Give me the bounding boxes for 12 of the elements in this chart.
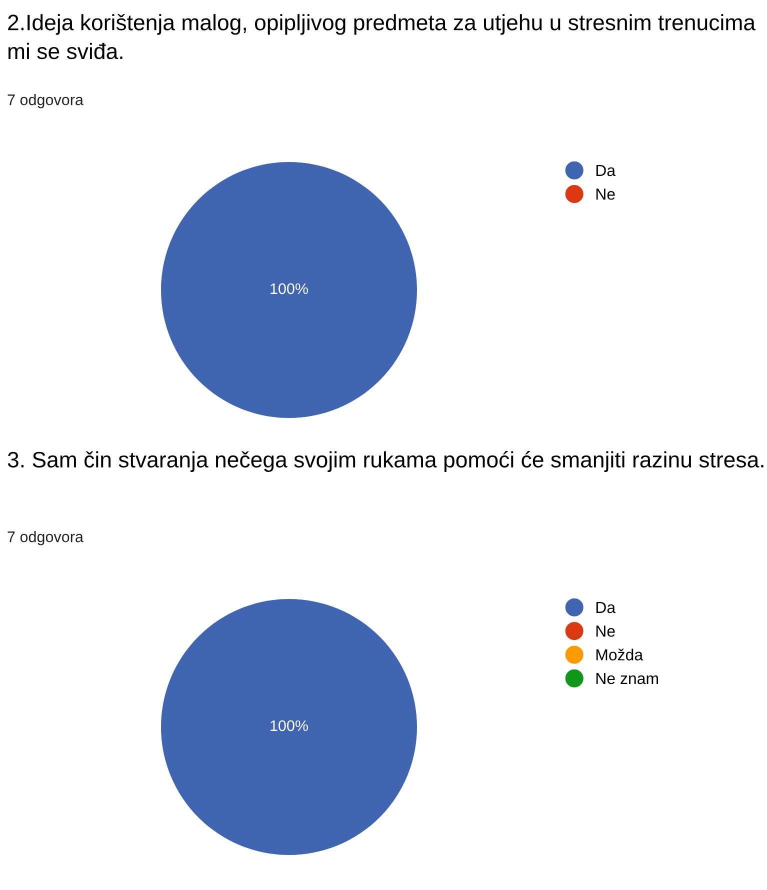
data-label: 100% <box>270 283 308 294</box>
legend-label: Možda <box>596 648 644 660</box>
chart-subtitle: 7 odgovora <box>8 94 84 108</box>
chart-subtitle: 7 odgovora <box>8 531 84 546</box>
legend-label: Ne znam <box>596 672 658 684</box>
data-label: 100% <box>270 720 308 732</box>
legend-label: Ne <box>596 626 615 637</box>
chart-title: 2.Ideja korištenja malog, opipljivog predmeta za utjehu u stresnim trenucima mi se sviđa. <box>8 14 756 60</box>
legend-label: Da <box>596 602 616 614</box>
chart-title: 3. Sam čin stvaranja nečega svojim rukama pomoći će smanjiti razinu stresa. <box>8 451 764 472</box>
legend-label: Da <box>596 164 616 176</box>
legend-label: Ne <box>596 188 615 200</box>
